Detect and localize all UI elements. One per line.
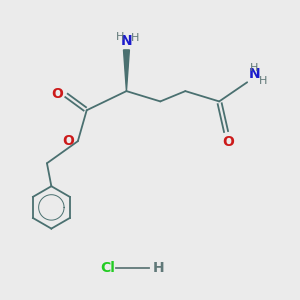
Text: N: N: [249, 67, 260, 81]
Text: H: H: [130, 32, 139, 43]
Text: Cl: Cl: [100, 261, 115, 275]
Text: H: H: [250, 63, 258, 73]
Text: N: N: [121, 34, 132, 48]
Text: O: O: [62, 134, 74, 148]
Text: H: H: [153, 261, 165, 275]
Text: H: H: [116, 32, 124, 42]
Text: O: O: [51, 87, 63, 101]
Text: H: H: [259, 76, 268, 86]
Text: O: O: [222, 135, 234, 149]
Polygon shape: [124, 50, 129, 91]
